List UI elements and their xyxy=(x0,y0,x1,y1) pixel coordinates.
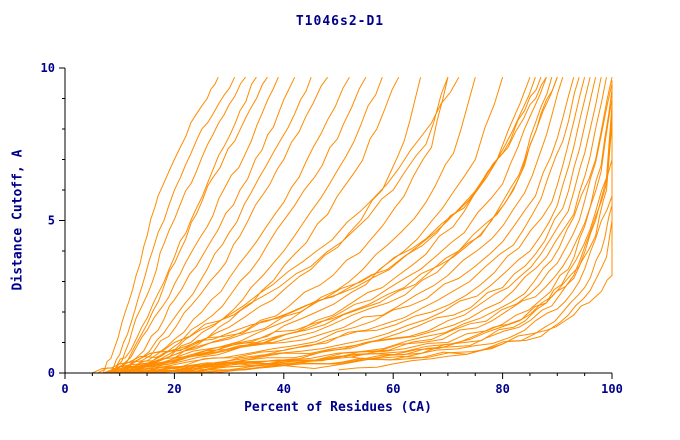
x-tick-label: 60 xyxy=(386,382,400,396)
y-tick-label: 5 xyxy=(48,214,55,228)
model-curve xyxy=(113,76,246,374)
model-curve xyxy=(108,76,257,374)
axes xyxy=(59,67,613,379)
x-tick-label: 40 xyxy=(277,382,291,396)
chart-title: T1046s2-D1 xyxy=(295,14,385,29)
x-tick-label: 80 xyxy=(495,382,509,396)
model-curve xyxy=(135,76,400,374)
model-curve xyxy=(108,77,449,374)
model-curve xyxy=(114,77,575,374)
model-curve xyxy=(125,77,602,374)
model-curve xyxy=(147,113,613,374)
tick-labels: 0 20 40 60 80 100 0 5 10 xyxy=(41,61,623,396)
model-curve xyxy=(103,77,536,374)
model-curve xyxy=(103,77,558,374)
model-curve xyxy=(114,77,580,374)
model-curves xyxy=(92,76,613,374)
model-curve xyxy=(119,76,268,374)
model-curve xyxy=(124,77,312,374)
model-curve xyxy=(338,86,613,371)
model-curve xyxy=(113,77,279,374)
model-curve xyxy=(147,122,613,374)
model-curve xyxy=(108,77,476,374)
model-curve xyxy=(158,220,613,374)
model-curve xyxy=(103,77,547,374)
model-curve xyxy=(114,77,422,374)
y-tick-label: 0 xyxy=(48,366,55,380)
x-tick-label: 100 xyxy=(601,382,623,396)
model-curve xyxy=(124,76,460,374)
model-curve xyxy=(108,77,564,374)
model-curve xyxy=(119,76,329,374)
model-curve xyxy=(141,98,613,374)
y-tick-label: 10 xyxy=(41,61,55,75)
axis-lines xyxy=(64,68,612,374)
model-curve xyxy=(147,80,613,374)
x-tick-label: 20 xyxy=(167,382,181,396)
x-tick-label: 0 xyxy=(61,382,68,396)
x-axis-label: Percent of Residues (CA) xyxy=(244,400,432,415)
model-curve xyxy=(97,77,553,374)
model-curve xyxy=(102,76,219,374)
model-curve xyxy=(114,77,504,374)
model-curve xyxy=(119,77,591,374)
model-curve xyxy=(108,76,236,374)
model-curve xyxy=(119,76,296,374)
